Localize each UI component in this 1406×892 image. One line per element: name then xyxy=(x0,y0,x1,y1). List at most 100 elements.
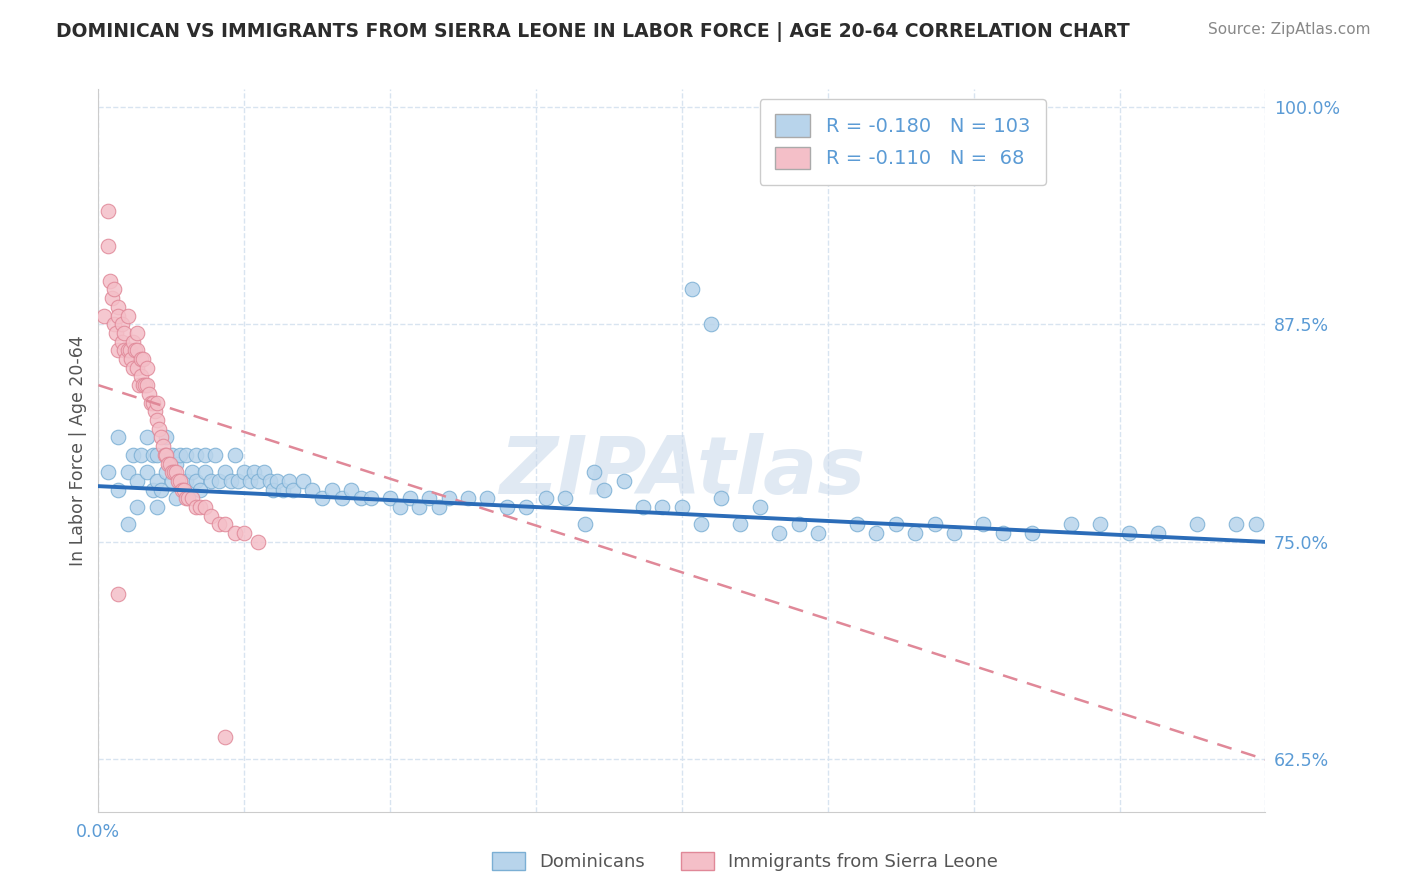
Point xyxy=(97,204,120,219)
Point xyxy=(136,465,159,479)
Point xyxy=(146,395,169,409)
Point xyxy=(681,282,703,296)
Point xyxy=(117,309,139,323)
Point xyxy=(437,491,460,506)
Point xyxy=(122,448,145,462)
Point xyxy=(214,465,236,479)
Point xyxy=(129,369,152,384)
Point xyxy=(266,474,288,488)
Point xyxy=(128,378,150,392)
Point xyxy=(121,352,143,367)
Point xyxy=(163,465,186,479)
Point xyxy=(165,491,187,506)
Point xyxy=(127,343,149,358)
Legend: Dominicans, Immigrants from Sierra Leone: Dominicans, Immigrants from Sierra Leone xyxy=(485,845,1005,879)
Point xyxy=(107,430,129,444)
Point xyxy=(127,500,149,514)
Point xyxy=(631,500,654,514)
Point xyxy=(228,474,250,488)
Point xyxy=(174,448,197,462)
Point xyxy=(143,404,166,418)
Point xyxy=(321,483,343,497)
Point xyxy=(146,448,169,462)
Point xyxy=(155,430,177,444)
Point xyxy=(111,334,134,349)
Point xyxy=(301,483,323,497)
Point xyxy=(583,465,606,479)
Point xyxy=(122,360,145,375)
Point xyxy=(246,474,269,488)
Point xyxy=(200,508,222,523)
Point xyxy=(730,517,752,532)
Point xyxy=(1060,517,1083,532)
Point xyxy=(204,448,226,462)
Point xyxy=(262,483,284,497)
Point xyxy=(194,465,217,479)
Point xyxy=(169,474,191,488)
Point xyxy=(117,343,139,358)
Point xyxy=(104,326,127,340)
Point xyxy=(1021,526,1043,541)
Point xyxy=(136,430,159,444)
Point xyxy=(127,326,149,340)
Point xyxy=(613,474,636,488)
Point xyxy=(408,500,430,514)
Point xyxy=(219,474,242,488)
Point xyxy=(194,448,217,462)
Point xyxy=(281,483,304,497)
Point xyxy=(1244,517,1267,532)
Legend: R = -0.180   N = 103, R = -0.110   N =  68: R = -0.180 N = 103, R = -0.110 N = 68 xyxy=(759,99,1046,185)
Point xyxy=(651,500,673,514)
Point xyxy=(117,465,139,479)
Point xyxy=(291,474,314,488)
Point xyxy=(1147,526,1170,541)
Point xyxy=(700,317,723,331)
Point xyxy=(112,326,135,340)
Point xyxy=(122,334,145,349)
Point xyxy=(174,491,197,506)
Text: ZIPAtlas: ZIPAtlas xyxy=(499,434,865,511)
Point xyxy=(496,500,519,514)
Point xyxy=(146,500,169,514)
Point xyxy=(515,500,537,514)
Point xyxy=(243,465,266,479)
Point xyxy=(330,491,353,506)
Point xyxy=(418,491,440,506)
Point xyxy=(311,491,333,506)
Point xyxy=(173,483,195,497)
Point xyxy=(388,500,411,514)
Point xyxy=(142,395,165,409)
Point xyxy=(224,526,246,541)
Point xyxy=(200,474,222,488)
Point xyxy=(398,491,420,506)
Point xyxy=(350,491,373,506)
Point xyxy=(807,526,830,541)
Point xyxy=(233,465,256,479)
Point xyxy=(107,483,129,497)
Point xyxy=(427,500,450,514)
Point xyxy=(174,474,197,488)
Point xyxy=(1118,526,1140,541)
Point xyxy=(162,465,184,479)
Point xyxy=(132,378,155,392)
Point xyxy=(98,274,121,288)
Point xyxy=(142,483,165,497)
Point xyxy=(146,474,169,488)
Point xyxy=(208,517,231,532)
Point xyxy=(167,474,190,488)
Point xyxy=(107,587,129,601)
Point xyxy=(165,457,187,471)
Point xyxy=(208,474,231,488)
Point xyxy=(149,430,172,444)
Point xyxy=(129,352,152,367)
Point xyxy=(865,526,887,541)
Point xyxy=(340,483,363,497)
Point xyxy=(155,448,177,462)
Point xyxy=(259,474,281,488)
Point xyxy=(127,360,149,375)
Point xyxy=(972,517,994,532)
Point xyxy=(180,465,202,479)
Point xyxy=(477,491,499,506)
Point xyxy=(169,448,191,462)
Point xyxy=(534,491,557,506)
